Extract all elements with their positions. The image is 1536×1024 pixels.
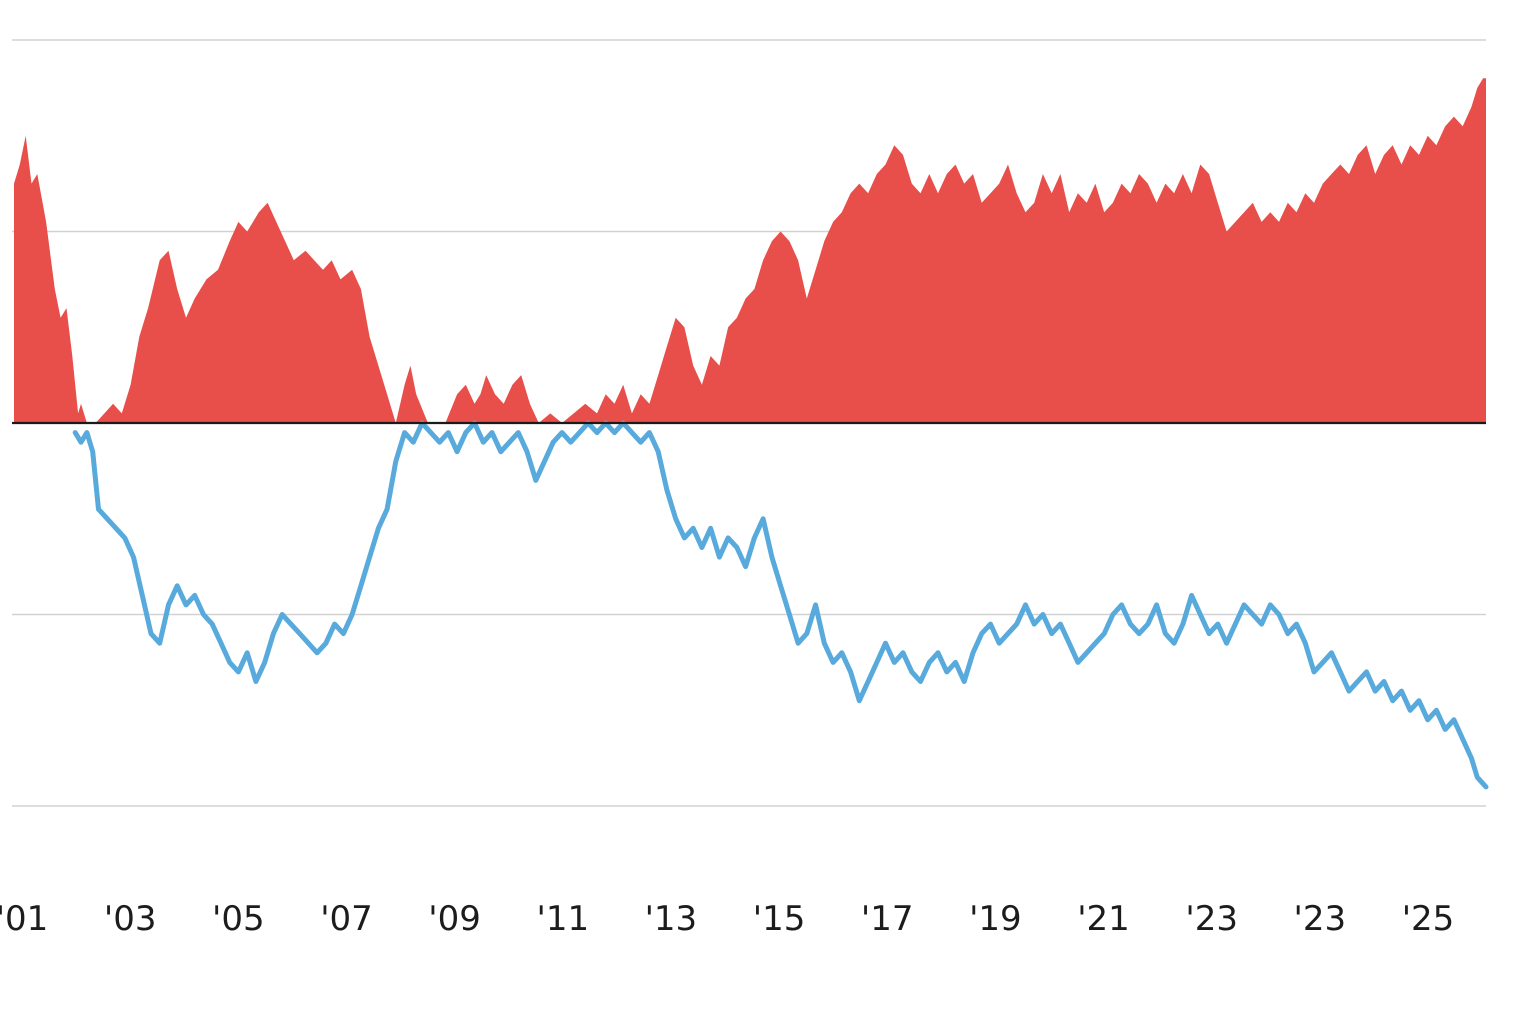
negative-line-path [72,420,1489,790]
x-tick-label-3: '07 [320,899,373,939]
x-tick-label-5: '11 [536,899,589,939]
x-tick-label-2: '05 [212,899,265,939]
x-tick-label-11: '23 [1185,899,1238,939]
x-tick-label-13: '25 [1402,899,1455,939]
x-tick-label-10: '21 [1077,899,1130,939]
x-axis-ticks: '01 '03 '05 '07 '09 '11 '13 '15 '17 '19 '21 '23 '23 '… [0,899,1454,939]
positive-area-series [14,78,1486,424]
x-tick-label-6: '13 [645,899,698,939]
x-tick-label-9: '19 [969,899,1022,939]
negative-line-series [72,420,1489,790]
x-tick-label-1: '03 [104,899,157,939]
x-tick-label-0: '01 [0,899,48,939]
x-tick-label-4: '09 [428,899,481,939]
positive-area-path [14,78,1486,424]
x-tick-label-12: '23 [1293,899,1346,939]
x-tick-label-8: '17 [861,899,914,939]
x-tick-label-7: '15 [753,899,806,939]
